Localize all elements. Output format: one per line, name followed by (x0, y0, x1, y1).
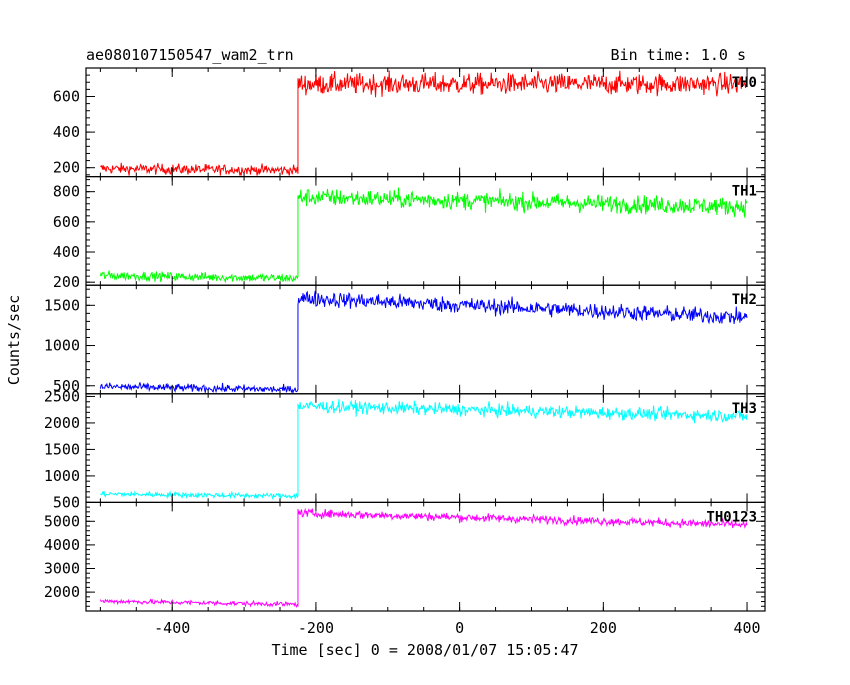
y-tick-label: 600 (53, 213, 80, 231)
y-tick-label: 2000 (44, 414, 80, 432)
panel-th0123: 2000 3000 4000 5000 TH0123 (44, 501, 766, 612)
panel-frame (85, 501, 766, 612)
panel-frame (85, 176, 766, 286)
series-line-th0 (99, 70, 748, 176)
series-line-th2 (99, 290, 748, 395)
series-label-th2: TH2 (732, 292, 757, 308)
x-tick-label: -400 (154, 619, 190, 637)
y-tick-label: 1500 (44, 296, 80, 314)
y-tick-label: 1500 (44, 440, 80, 458)
series-label-th0123: TH0123 (706, 509, 757, 525)
y-tick-label: 800 (53, 183, 80, 201)
x-tick-label: 400 (733, 619, 760, 637)
series-label-th0: TH0 (732, 75, 757, 91)
y-tick-label: 400 (53, 243, 80, 261)
x-axis-title: Time [sec] 0 = 2008/01/07 15:05:47 (271, 641, 578, 659)
chart-title: ae080107150547_wam2_trn (86, 46, 294, 64)
y-tick-label: 600 (53, 87, 80, 105)
series-line-th0123 (99, 507, 748, 609)
x-tick-label: 0 (455, 619, 464, 637)
x-tick-label: -200 (298, 619, 334, 637)
series-label-th1: TH1 (732, 184, 757, 200)
series-label-th3: TH3 (732, 401, 757, 417)
y-tick-label: 200 (53, 159, 80, 177)
x-tick-label: 200 (590, 619, 617, 637)
bin-time-label: Bin time: 1.0 s (611, 46, 746, 64)
panel-th1: 200 400 600 800 TH1 (53, 176, 766, 291)
panel-th0: 200 400 600 TH0 (53, 67, 766, 178)
y-tick-label: 2000 (44, 583, 80, 601)
y-tick-label: 2500 (44, 387, 80, 405)
series-line-th1 (99, 187, 748, 284)
panel-frame (85, 284, 766, 395)
series-line-th3 (100, 399, 748, 501)
y-tick-label: 5000 (44, 512, 80, 530)
panels-group: 200 400 600 TH0 200 400 600 800 TH1 500 1000 1500 TH… (44, 67, 766, 637)
y-tick-label: 200 (53, 273, 80, 291)
y-tick-label: 3000 (44, 560, 80, 578)
panel-th2: 500 1000 1500 TH2 (44, 284, 766, 395)
y-axis-title: Counts/sec (5, 295, 23, 385)
y-tick-label: 4000 (44, 536, 80, 554)
panel-th3: 500 1000 1500 2000 2500 TH3 (44, 387, 766, 511)
y-tick-label: 1000 (44, 337, 80, 355)
y-tick-label: 400 (53, 123, 80, 141)
y-tick-label: 500 (53, 493, 80, 511)
y-tick-label: 500 (53, 377, 80, 395)
y-tick-label: 1000 (44, 467, 80, 485)
